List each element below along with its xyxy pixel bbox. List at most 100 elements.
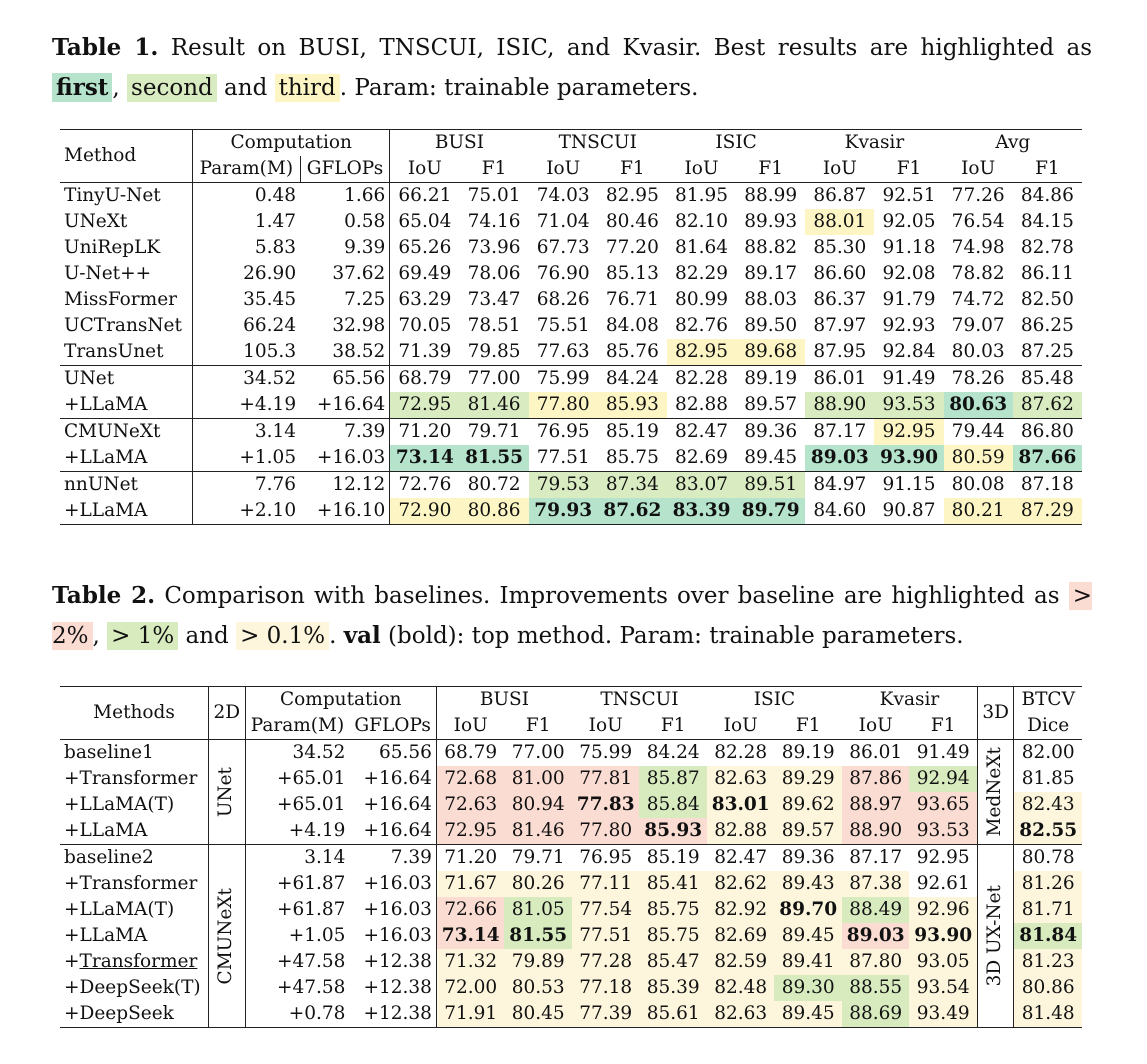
param-value: +61.87 <box>276 899 346 920</box>
metric-cell: 80.59 <box>943 445 1013 472</box>
gflops-value: +16.64 <box>300 392 391 419</box>
metric-cell: 85.61 <box>639 1001 707 1028</box>
param-value: 1.47 <box>254 211 297 232</box>
metric-cell: 84.08 <box>605 315 659 336</box>
metric-cell: 74.72 <box>951 289 1005 310</box>
table-row: UNeXt 1.47 0.58 65.04 74.16 71.04 80.46 82.10 89… <box>60 209 1082 235</box>
param-value: +1.05 <box>288 925 346 946</box>
metric-cell: 79.07 <box>951 315 1005 336</box>
gflops-value: 65.56 <box>300 365 391 392</box>
metric-cell: 88.99 <box>744 185 798 206</box>
gflops-value: 32.98 <box>300 313 391 339</box>
metric-cell: 78.82 <box>951 263 1005 284</box>
metric-cell: 73.47 <box>467 289 521 310</box>
method-name: +LLaMA <box>60 923 210 949</box>
caption-text: . Param: trainable parameters. <box>339 75 699 101</box>
header-f1: F1 <box>459 156 529 183</box>
metric-cell: 82.47 <box>706 844 775 871</box>
metric-cell: 79.71 <box>459 418 529 445</box>
header-f1: F1 <box>909 713 978 740</box>
legend-val: val <box>343 622 381 649</box>
metric-cell: 93.90 <box>909 923 978 949</box>
metric-cell: 73.96 <box>467 237 521 258</box>
metric-cell: 71.67 <box>436 871 505 897</box>
legend-first: first <box>52 73 113 102</box>
method-name: UniRepLK <box>60 235 194 261</box>
gflops-value: 1.66 <box>300 182 391 209</box>
metric-cell: 89.03 <box>841 923 910 949</box>
metric-cell: 82.50 <box>1020 289 1074 310</box>
metric-cell: 79.53 <box>528 471 598 498</box>
metric-cell: 71.04 <box>536 211 590 232</box>
method-name: baseline1 <box>60 739 210 766</box>
metric-cell: 76.71 <box>605 289 659 310</box>
metric-cell: 77.83 <box>571 792 640 818</box>
dice-cell: 80.86 <box>1013 975 1082 1001</box>
method-name: U-Net++ <box>60 261 194 287</box>
group-label-3d: 3D UX-Net <box>977 844 1015 1028</box>
method-prefix: + <box>64 951 80 972</box>
metric-cell: 84.24 <box>646 742 700 763</box>
header-iou: IoU <box>841 713 910 740</box>
method-name: +Transformer <box>60 871 210 897</box>
metric-cell: 92.95 <box>874 418 944 445</box>
group-label-2d: UNet <box>208 739 246 845</box>
metric-cell: 89.62 <box>774 792 842 818</box>
metric-cell: 80.21 <box>943 498 1013 525</box>
metric-cell: 82.95 <box>605 185 659 206</box>
header-iou: IoU <box>436 713 505 740</box>
param-value: 0.48 <box>254 185 297 206</box>
group-label-2d-text: CMUNeXt <box>215 887 237 985</box>
header-f1: F1 <box>736 156 806 183</box>
param-value: 26.90 <box>243 263 297 284</box>
table-row: +Transformer +47.58 +12.38 71.32 79.89 77.28 8… <box>60 949 1082 975</box>
dice-cell: 81.48 <box>1013 1001 1082 1028</box>
metric-cell: 81.55 <box>504 923 572 949</box>
header-iou: IoU <box>706 713 775 740</box>
header-iou: IoU <box>805 156 875 183</box>
metric-cell: 87.25 <box>1020 341 1074 362</box>
table-row: MissFormer 35.45 7.25 63.29 73.47 68.26 76.71 8… <box>60 287 1082 313</box>
dice-cell: 82.00 <box>1021 742 1075 763</box>
gflops-value: +16.03 <box>349 871 437 897</box>
metric-cell: 85.76 <box>605 341 659 362</box>
metric-cell: 84.97 <box>805 471 875 498</box>
header-iou: IoU <box>389 156 460 183</box>
param-value: 5.83 <box>254 237 297 258</box>
table-row: +DeepSeek +0.78 +12.38 71.91 80.45 77.39 85.61… <box>60 1001 1082 1028</box>
method-name: MissFormer <box>60 287 194 313</box>
method-name: TinyU-Net <box>60 182 194 209</box>
caption-text: and <box>216 75 275 101</box>
metric-cell: 71.20 <box>436 844 505 871</box>
metric-cell: 90.87 <box>874 498 944 525</box>
param-value: +61.87 <box>276 873 346 894</box>
metric-cell: 86.11 <box>1020 263 1074 284</box>
metric-cell: 91.18 <box>882 237 936 258</box>
param-value: +4.19 <box>288 820 346 841</box>
param-value: +1.05 <box>239 447 297 468</box>
metric-cell: 82.63 <box>706 766 775 792</box>
metric-cell: 89.03 <box>805 445 875 472</box>
method-name: +Transformer <box>60 949 210 975</box>
gflops-value: +16.03 <box>349 897 437 923</box>
metric-cell: 63.29 <box>398 289 452 310</box>
metric-cell: 86.01 <box>849 742 903 763</box>
metric-cell: 91.15 <box>874 471 944 498</box>
metric-cell: 78.06 <box>467 263 521 284</box>
metric-cell: 82.63 <box>706 1001 775 1028</box>
metric-cell: 86.25 <box>1020 315 1074 336</box>
method-name: TransUnet <box>60 339 194 366</box>
metric-cell: 77.18 <box>571 975 640 1001</box>
metric-cell: 74.98 <box>951 237 1005 258</box>
metric-cell: 68.79 <box>389 365 460 392</box>
method-name: baseline2 <box>60 844 210 871</box>
metric-cell: 92.08 <box>882 263 936 284</box>
metric-cell: 82.92 <box>706 897 775 923</box>
header-group: Kvasir <box>805 129 944 156</box>
metric-cell: 93.53 <box>909 818 978 845</box>
caption-text: (bold): top method. Param: trainable par… <box>380 623 964 649</box>
header-group: TNSCUI <box>571 686 707 713</box>
dice-cell: 81.85 <box>1021 768 1075 789</box>
metric-cell: 85.93 <box>639 818 707 845</box>
table-row: CMUNeXt 3.14 7.39 71.20 79.71 76.95 85.19 82.47… <box>60 418 1082 445</box>
